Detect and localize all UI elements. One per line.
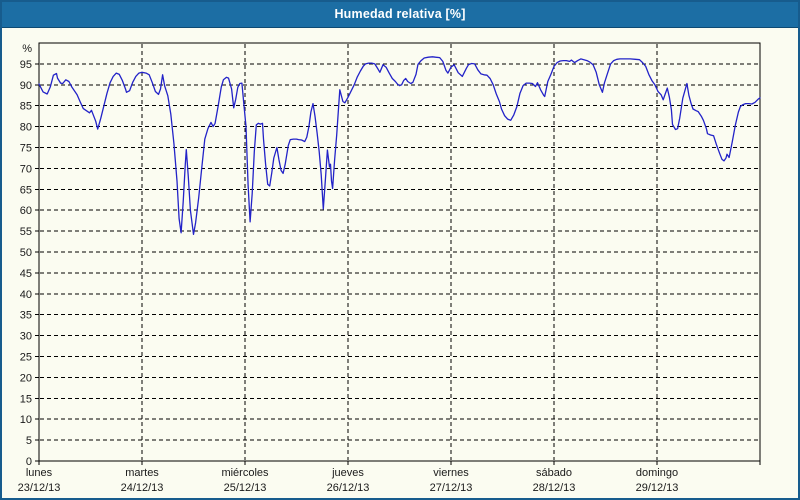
y-tick-label: 40 xyxy=(20,289,32,301)
x-day-date-label: 26/12/13 xyxy=(327,482,370,494)
y-tick-label: 90 xyxy=(20,80,32,92)
y-tick-label: 10 xyxy=(20,414,32,426)
axis-labels: 0 5 10 15 20 25 30 35 40 45 50 55 60 65 70 75 80 85 90 95% l… xyxy=(18,43,679,494)
y-tick-label: 20 xyxy=(20,372,32,384)
y-tick-label: 80 xyxy=(20,122,32,134)
x-day-name-label: domingo xyxy=(636,467,678,479)
y-tick-label: 45 xyxy=(20,268,32,280)
y-tick-label: 50 xyxy=(20,247,32,259)
title-bar: Humedad relativa [%] xyxy=(0,0,800,28)
y-tick-label: 95 xyxy=(20,59,32,71)
x-day-date-label: 23/12/13 xyxy=(18,482,61,494)
y-tick-label: 85 xyxy=(20,101,32,113)
y-tick-label: 70 xyxy=(20,163,32,175)
y-axis-unit-label: % xyxy=(22,43,32,55)
y-tick-label: 5 xyxy=(26,435,32,447)
x-day-date-label: 27/12/13 xyxy=(430,482,473,494)
x-day-name-label: miércoles xyxy=(221,467,269,479)
x-day-date-label: 29/12/13 xyxy=(636,482,679,494)
y-tick-label: 0 xyxy=(26,456,32,468)
y-tick-label: 60 xyxy=(20,205,32,217)
y-tick-label: 15 xyxy=(20,393,32,405)
x-day-name-label: martes xyxy=(125,467,159,479)
x-day-name-label: viernes xyxy=(433,467,469,479)
y-tick-label: 75 xyxy=(20,143,32,155)
gridlines xyxy=(40,44,759,460)
chart-title: Humedad relativa [%] xyxy=(334,6,466,21)
x-day-date-label: 28/12/13 xyxy=(533,482,576,494)
y-tick-label: 55 xyxy=(20,226,32,238)
x-day-name-label: jueves xyxy=(331,467,364,479)
y-tick-label: 25 xyxy=(20,352,32,364)
axes xyxy=(35,42,761,465)
x-day-name-label: sábado xyxy=(536,467,572,479)
y-tick-label: 65 xyxy=(20,184,32,196)
x-day-date-label: 25/12/13 xyxy=(224,482,267,494)
y-tick-label: 30 xyxy=(20,331,32,343)
y-tick-label: 35 xyxy=(20,310,32,322)
humidity-series-line xyxy=(38,56,761,236)
x-day-name-label: lunes xyxy=(26,467,53,479)
x-day-date-label: 24/12/13 xyxy=(121,482,164,494)
